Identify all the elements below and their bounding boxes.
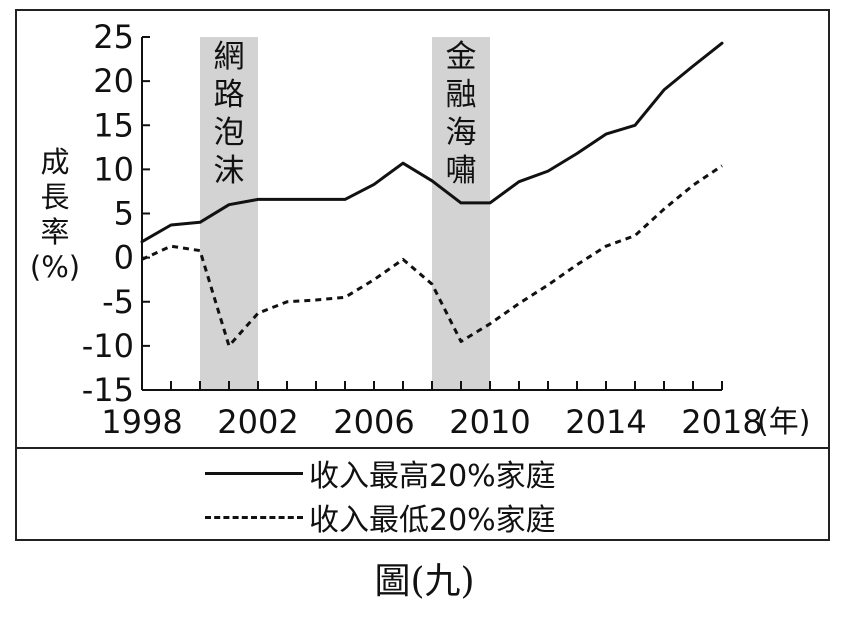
y-tick-label: 15	[93, 106, 134, 144]
x-axis-unit: (年)	[757, 405, 810, 440]
y-axis-label-char: 長	[40, 180, 69, 214]
shaded-region-0	[200, 37, 258, 390]
x-tick-label: 2018	[681, 403, 762, 441]
y-tick-label: 5	[114, 195, 134, 233]
legend-item-bottom-20: 收入最低20%家庭	[205, 497, 556, 538]
legend-solid-swatch	[205, 471, 303, 475]
y-axis-label: 成長率(%)	[30, 145, 80, 284]
region-label-char: 沫	[214, 153, 245, 189]
legend-item-top-20: 收入最高20%家庭	[205, 453, 556, 494]
region-label-char: 金	[446, 39, 477, 75]
region-label-char: 融	[446, 77, 477, 113]
legend-dashed-swatch	[205, 515, 303, 519]
series-lines	[140, 41, 724, 348]
series-line-top-20	[140, 41, 724, 244]
legend-divider	[15, 447, 830, 449]
chart-frame	[15, 9, 830, 541]
x-tick-label: 2014	[565, 403, 646, 441]
legend-label-bottom-20: 收入最低20%家庭	[309, 503, 556, 538]
region-label-char: 嘯	[446, 153, 477, 189]
y-tick-label: 25	[93, 18, 134, 56]
y-tick-label: 10	[93, 150, 134, 188]
x-tick-label: 1998	[101, 403, 182, 441]
y-tick-label: 0	[114, 239, 134, 277]
y-axis-label-char: 率	[40, 215, 69, 249]
series-line-bottom-20	[141, 164, 723, 348]
y-tick-label: 20	[93, 62, 134, 100]
x-tick-label: 2006	[333, 403, 414, 441]
y-axis-label-char: 成	[40, 145, 69, 179]
x-tick-label: 2002	[217, 403, 298, 441]
y-axis-label-char: (%)	[30, 250, 80, 284]
y-tick-label: -10	[82, 327, 134, 365]
region-label-char: 路	[214, 77, 245, 113]
figure-caption: 圖(九)	[374, 561, 475, 602]
y-tick-label: -5	[102, 283, 134, 321]
legend-label-top-20: 收入最高20%家庭	[309, 459, 556, 494]
region-label-char: 網	[214, 39, 245, 75]
region-label-char: 海	[446, 115, 477, 151]
x-tick-label: 2010	[449, 403, 530, 441]
y-tick-label: -15	[82, 371, 134, 409]
region-label-char: 泡	[214, 115, 245, 151]
